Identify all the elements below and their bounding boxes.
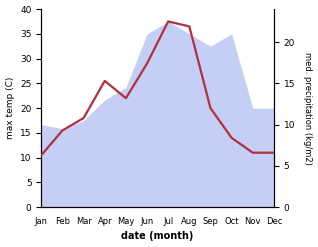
Y-axis label: max temp (C): max temp (C) — [5, 77, 15, 139]
X-axis label: date (month): date (month) — [121, 231, 194, 242]
Y-axis label: med. precipitation (kg/m2): med. precipitation (kg/m2) — [303, 52, 313, 165]
